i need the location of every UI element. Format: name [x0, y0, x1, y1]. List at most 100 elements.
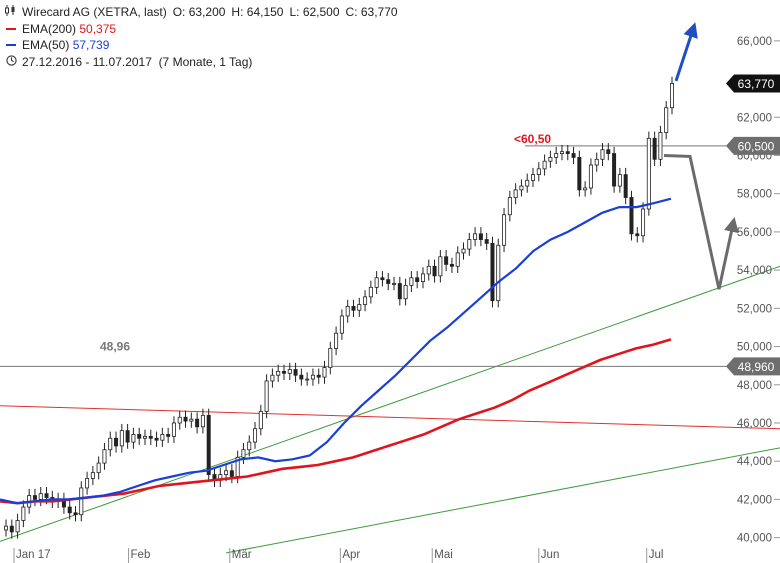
- candle: [594, 152, 599, 172]
- candle: [606, 143, 611, 161]
- candle-body: [461, 248, 466, 254]
- level-note-48960: 48,96: [100, 339, 130, 353]
- candle: [664, 101, 669, 140]
- candle-body: [397, 283, 402, 300]
- candle: [484, 232, 489, 251]
- candle: [351, 299, 356, 317]
- x-tick-label: Jun: [541, 549, 560, 561]
- candle-body: [513, 189, 518, 198]
- trendline-support-upper: [0, 265, 780, 542]
- candle: [588, 158, 593, 195]
- candle-body: [670, 83, 675, 109]
- candle-body: [652, 137, 657, 160]
- y-tick-label: 62,000: [737, 112, 772, 124]
- candle: [90, 465, 95, 486]
- chart-legend: Wirecard AG (XETRA, last) O: 63,200 H: 6…: [4, 4, 398, 70]
- candle: [339, 309, 344, 340]
- candle: [79, 481, 84, 522]
- ema200-value: 50,375: [79, 21, 117, 36]
- candle-body: [96, 462, 101, 474]
- candle: [9, 519, 14, 539]
- candle-body: [507, 197, 512, 216]
- y-tick-label: 50,000: [737, 342, 772, 354]
- candle: [577, 150, 582, 197]
- candle-body: [44, 493, 49, 498]
- candle-body: [137, 434, 142, 439]
- candle: [334, 326, 339, 356]
- candle-body: [554, 153, 559, 158]
- candle-body: [386, 279, 391, 284]
- candle: [281, 364, 286, 380]
- candle-body: [200, 414, 205, 428]
- candle: [507, 190, 512, 222]
- candle: [137, 427, 142, 445]
- candle: [114, 431, 119, 453]
- candle-body: [160, 434, 165, 441]
- ohlc-high-label: H:: [231, 5, 244, 19]
- candle-body: [392, 283, 397, 285]
- ema50-value: 57,739: [72, 38, 110, 52]
- candle: [299, 368, 304, 386]
- candle-body: [635, 233, 640, 237]
- candle-body: [195, 418, 200, 428]
- y-tick-label: 58,000: [737, 189, 772, 201]
- candle: [177, 410, 182, 430]
- candle: [125, 423, 130, 449]
- candle-body: [536, 168, 541, 175]
- period-range: 27.12.2016 - 11.07.2017: [22, 54, 152, 69]
- candle-body: [258, 411, 263, 430]
- y-tick-label: 42,000: [737, 494, 772, 506]
- candle: [386, 272, 391, 291]
- candle-body: [357, 304, 362, 311]
- candle-body: [142, 435, 147, 439]
- candle: [467, 232, 472, 256]
- candle: [258, 404, 263, 436]
- candle-body: [420, 273, 425, 282]
- candle-body: [67, 506, 72, 514]
- candle: [490, 236, 495, 308]
- candle-body: [345, 306, 350, 317]
- candle: [542, 154, 547, 176]
- arrow-up-icon: [674, 22, 698, 82]
- candle-body: [612, 153, 617, 187]
- ema200-line: [0, 338, 672, 505]
- candle: [403, 278, 408, 306]
- candle-body: [363, 296, 368, 305]
- candle-body: [171, 422, 176, 437]
- y-tick-label: 56,000: [737, 227, 772, 239]
- candle-body: [565, 151, 570, 154]
- candle: [380, 271, 385, 287]
- candle-body: [154, 437, 159, 441]
- candle-body: [114, 437, 119, 447]
- level-tag-60500-text: 60,500: [738, 139, 775, 153]
- candle: [368, 280, 373, 304]
- legend-ema200-row: EMA(200) 50,375: [4, 21, 398, 38]
- candle-body: [322, 367, 327, 378]
- ema50-swatch: [6, 44, 16, 47]
- ema-layer: [0, 197, 672, 505]
- level-tag-48960-text: 48,960: [738, 360, 775, 374]
- y-tick-label: 54,000: [737, 265, 772, 277]
- trendline-resistance: [0, 405, 780, 430]
- period-detail: (7 Monate, 1 Tag): [158, 54, 253, 69]
- y-tick-label: 52,000: [737, 303, 772, 315]
- candle: [658, 125, 663, 166]
- candle-body: [241, 449, 246, 458]
- x-tick-label: Mai: [434, 549, 453, 561]
- x-axis: Jan 17 Feb Mär Apr Mai Jun Jul: [13, 548, 663, 563]
- candle: [536, 162, 541, 182]
- candle-body: [467, 239, 472, 250]
- instrument-name: Wirecard AG (XETRA, last): [22, 5, 167, 19]
- candle-body: [641, 208, 646, 237]
- candle-body: [502, 214, 507, 246]
- candle-body: [438, 256, 443, 277]
- candle-body: [281, 370, 286, 374]
- candle-body: [629, 197, 634, 235]
- candle: [96, 456, 101, 480]
- candle: [200, 408, 205, 434]
- candle: [548, 150, 553, 168]
- candle-body: [38, 493, 43, 500]
- candle: [363, 290, 368, 312]
- candle-body: [525, 179, 530, 187]
